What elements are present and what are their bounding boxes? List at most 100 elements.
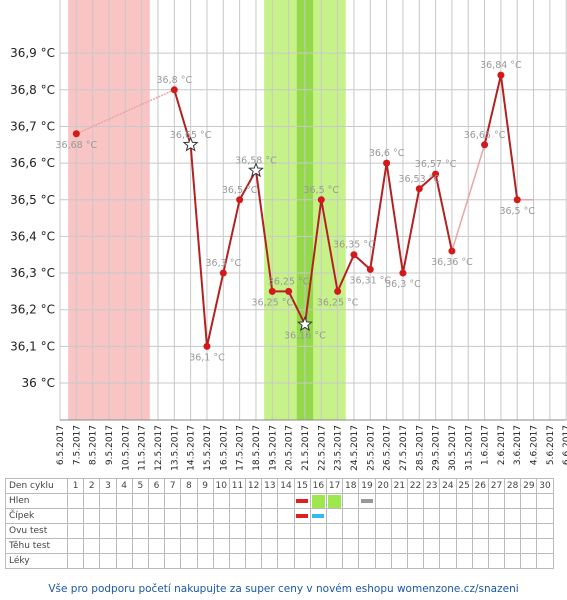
table-cell — [309, 553, 328, 569]
table-cell — [212, 493, 230, 509]
table-cell — [147, 508, 166, 524]
table-cell — [455, 493, 473, 509]
footer-link[interactable]: Vše pro podporu početí nakupujte za supe… — [48, 583, 519, 595]
table-cell — [374, 493, 392, 509]
table-cell — [423, 508, 441, 524]
data-label: 36,6 °C — [369, 148, 405, 159]
x-tick-label: 9.5.2017 — [105, 425, 115, 465]
temperature-chart: 36 °C 36,1 °C 36,2 °C 36,3 °C 36,4 °C 36,5 °C… — [10, 0, 567, 471]
data-label: 36,5 °C — [303, 185, 339, 196]
green-square-mark — [311, 494, 325, 508]
data-label: 36,25 °C — [251, 297, 293, 308]
table-cell — [147, 493, 166, 509]
table-cell — [261, 523, 279, 539]
day-number: 19 — [358, 478, 376, 494]
data-point — [350, 251, 358, 259]
data-point — [448, 247, 456, 255]
data-point — [415, 185, 423, 193]
table-cell — [293, 523, 311, 539]
x-tick-label: 31.5.2017 — [464, 425, 474, 471]
table-cell — [309, 508, 328, 524]
table-cell — [390, 523, 408, 539]
day-number: 3 — [99, 478, 117, 494]
x-tick-label: 1.6.2017 — [481, 425, 491, 465]
x-tick-label: 29.5.2017 — [432, 425, 442, 471]
y-tick-label: 36,4 °C — [10, 229, 55, 243]
table-cell — [471, 508, 489, 524]
table-cell — [390, 493, 408, 509]
data-point — [481, 141, 489, 149]
table-cell — [520, 508, 538, 524]
row-label: Léky — [5, 553, 68, 569]
table-cell — [423, 538, 441, 554]
table-cell — [471, 553, 489, 569]
day-number: 6 — [147, 478, 166, 494]
x-tick-label: 24.5.2017 — [350, 425, 360, 471]
green-square-mark — [328, 494, 342, 508]
table-cell — [520, 538, 538, 554]
table-cell — [212, 508, 230, 524]
data-label: 36,57 °C — [415, 159, 457, 170]
table-cell — [487, 523, 506, 539]
table-cell — [99, 508, 117, 524]
table-cell — [406, 523, 425, 539]
table-cell — [245, 493, 263, 509]
table-cell — [374, 523, 392, 539]
day-number: 16 — [309, 478, 328, 494]
x-tick-label: 2.6.2017 — [497, 425, 507, 465]
table-cell — [504, 523, 522, 539]
table-cell — [147, 523, 166, 539]
table-cell — [406, 553, 425, 569]
series-segment — [189, 144, 208, 347]
table-cell — [439, 493, 457, 509]
x-tick-label: 8.5.2017 — [89, 425, 99, 465]
table-cell — [228, 493, 247, 509]
table-cell — [504, 508, 522, 524]
table-cell — [228, 538, 247, 554]
data-label: 36,25 °C — [317, 297, 359, 308]
y-tick-label: 36,1 °C — [10, 339, 55, 353]
day-number: 2 — [83, 478, 101, 494]
table-cell — [66, 538, 85, 554]
table-cell — [342, 523, 360, 539]
x-tick-label: 6.5.2017 — [56, 425, 66, 465]
table-cell — [455, 508, 473, 524]
table-cell — [406, 508, 425, 524]
x-tick-label: 10.5.2017 — [121, 425, 131, 471]
data-point — [334, 287, 342, 295]
data-label: 36,84 °C — [480, 60, 522, 71]
row-label: Těhu test — [5, 538, 68, 554]
table-cell — [504, 553, 522, 569]
table-cell — [180, 553, 198, 569]
table-cell — [83, 508, 101, 524]
gray-bar-mark — [360, 498, 373, 503]
star-marker — [296, 316, 313, 332]
table-cell — [131, 493, 149, 509]
series-segment — [499, 75, 519, 200]
x-tick-label: 21.5.2017 — [301, 425, 311, 471]
table-cell — [180, 493, 198, 509]
y-tick-label: 36,9 °C — [10, 46, 55, 60]
table-cell — [342, 553, 360, 569]
table-cell — [99, 523, 117, 539]
data-point — [497, 71, 505, 79]
table-cell — [245, 553, 263, 569]
table-cell — [374, 538, 392, 554]
x-tick-label: 30.5.2017 — [448, 425, 458, 471]
day-number: 24 — [439, 478, 457, 494]
red-bar-mark — [296, 498, 309, 503]
x-tick-label: 15.5.2017 — [203, 425, 213, 471]
table-cell — [423, 523, 441, 539]
series-segment — [336, 254, 355, 292]
table-cell — [342, 493, 360, 509]
table-cell — [196, 493, 214, 509]
row-label: Den cyklu — [5, 478, 68, 494]
day-number: 18 — [342, 478, 360, 494]
data-point — [170, 86, 178, 94]
series-segment — [287, 290, 306, 325]
table-cell — [455, 538, 473, 554]
table-cell — [309, 538, 328, 554]
table-cell — [180, 523, 198, 539]
table-cell — [115, 523, 133, 539]
table-cell — [212, 553, 230, 569]
